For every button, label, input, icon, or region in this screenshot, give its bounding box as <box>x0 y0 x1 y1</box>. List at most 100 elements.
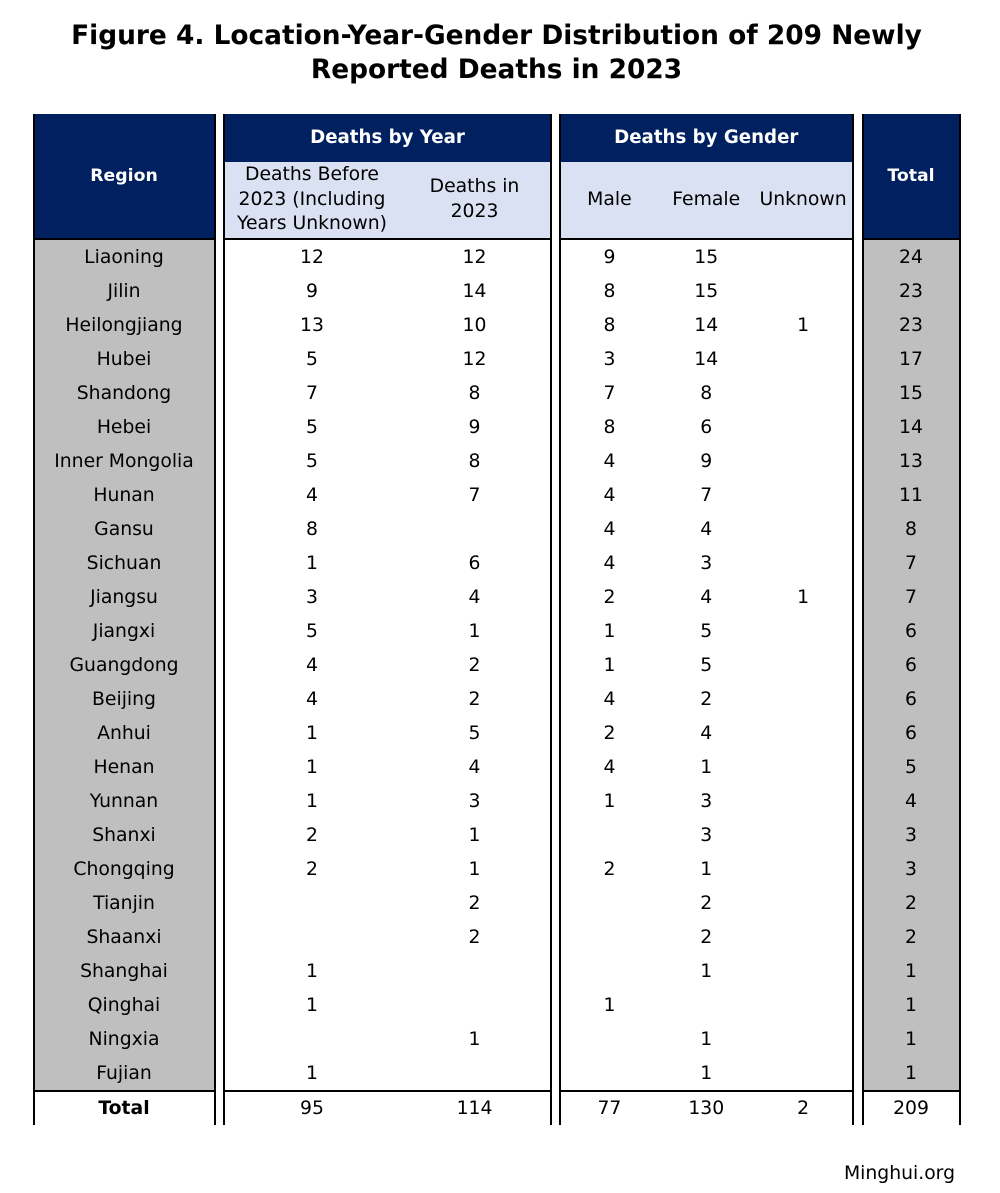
cell-region: Guangdong <box>69 654 179 676</box>
total-divider <box>225 1090 550 1092</box>
table-section-deaths-by-year: Deaths by Year Deaths Before 2023 (Inclu… <box>223 113 552 1125</box>
cell-region: Inner Mongolia <box>54 450 194 472</box>
cell-female: 1 <box>700 1062 713 1084</box>
cell-total: 1 <box>905 1062 917 1084</box>
total-row-deaths-by-year: 95 114 <box>225 1092 550 1125</box>
header-divider <box>225 238 550 240</box>
cell-total: 3 <box>905 824 917 846</box>
deaths-by-year-body: 12 12 9 14 13 10 5 12 7 8 5 9 5 8 4 <box>225 240 550 1090</box>
total-body: 24 23 23 17 15 14 13 11 8 7 7 6 <box>863 240 959 1090</box>
cell-deaths-before-2023: 4 <box>306 484 318 506</box>
table-section-region: Region Liaoning Jilin Heilongjiang Hubei… <box>32 113 216 1125</box>
cell-female: 1 <box>700 858 713 880</box>
cell-male: 4 <box>603 484 616 506</box>
total-row-region: Total <box>34 1092 214 1125</box>
total-male: 77 <box>597 1097 622 1119</box>
cell-deaths-before-2023: 13 <box>300 314 324 336</box>
cell-total: 6 <box>905 620 917 642</box>
cell-deaths-before-2023: 3 <box>306 586 318 608</box>
cell-total: 15 <box>899 382 923 404</box>
cell-deaths-in-2023: 2 <box>468 654 481 676</box>
cell-deaths-in-2023: 1 <box>468 824 481 846</box>
cell-total: 17 <box>899 348 923 370</box>
cell-total: 7 <box>905 552 917 574</box>
cell-female: 8 <box>700 382 713 404</box>
cell-deaths-in-2023: 9 <box>468 416 481 438</box>
cell-deaths-before-2023: 2 <box>306 858 318 880</box>
cell-deaths-in-2023: 8 <box>468 450 481 472</box>
cell-female: 5 <box>700 620 713 642</box>
cell-deaths-in-2023: 2 <box>468 688 481 710</box>
cell-male: 4 <box>603 756 616 778</box>
cell-deaths-before-2023: 9 <box>306 280 318 302</box>
cell-deaths-before-2023: 1 <box>306 756 318 778</box>
cell-female: 3 <box>700 552 713 574</box>
cell-male: 9 <box>603 246 616 268</box>
cell-deaths-before-2023: 4 <box>306 654 318 676</box>
cell-region: Beijing <box>92 688 156 710</box>
cell-female: 2 <box>700 892 713 914</box>
region-body: Liaoning Jilin Heilongjiang Hubei Shando… <box>34 240 214 1090</box>
cell-male: 4 <box>603 450 616 472</box>
cell-male: 8 <box>603 280 616 302</box>
cell-male: 4 <box>603 688 616 710</box>
cell-female: 2 <box>700 688 713 710</box>
cell-region: Liaoning <box>84 246 164 268</box>
cell-female: 15 <box>694 280 719 302</box>
cell-total: 1 <box>905 1028 917 1050</box>
cell-region: Shandong <box>76 382 172 404</box>
cell-deaths-in-2023: 12 <box>462 246 487 268</box>
cell-deaths-in-2023: 12 <box>462 348 487 370</box>
deaths-by-year-header: Deaths by Year <box>225 113 550 162</box>
cell-male: 3 <box>603 348 616 370</box>
cell-total: 6 <box>905 688 917 710</box>
cell-region: Sichuan <box>86 552 162 574</box>
cell-deaths-before-2023: 1 <box>306 790 318 812</box>
total-row-label: Total <box>98 1097 150 1119</box>
cell-total: 23 <box>899 314 923 336</box>
cell-total: 7 <box>905 586 917 608</box>
cell-deaths-before-2023: 2 <box>306 824 318 846</box>
cell-deaths-before-2023: 1 <box>306 994 318 1016</box>
cell-total: 6 <box>905 654 917 676</box>
cell-total: 23 <box>899 280 923 302</box>
total-row-deaths-by-gender: 77 130 2 <box>561 1092 852 1125</box>
column-header-unknown: Unknown <box>759 188 847 210</box>
table-section-total: Total 24 23 23 17 15 14 13 11 8 7 <box>861 113 961 1125</box>
cell-deaths-in-2023: 7 <box>468 484 481 506</box>
cell-male: 2 <box>603 586 616 608</box>
cell-female: 5 <box>700 654 713 676</box>
cell-region: Jilin <box>107 280 141 302</box>
cell-total: 3 <box>905 858 917 880</box>
cell-region: Jiangsu <box>90 586 158 608</box>
deaths-by-year-subheader: Deaths Before 2023 (Including Years Unkn… <box>225 161 550 238</box>
cell-deaths-before-2023: 5 <box>306 450 318 472</box>
cell-region: Hunan <box>93 484 155 506</box>
cell-female: 4 <box>700 518 713 540</box>
cell-male: 1 <box>603 654 616 676</box>
cell-deaths-in-2023: 1 <box>468 1028 481 1050</box>
cell-deaths-in-2023: 1 <box>468 858 481 880</box>
cell-region: Qinghai <box>87 994 161 1016</box>
cell-female: 7 <box>700 484 713 506</box>
total-unknown: 2 <box>797 1097 810 1119</box>
cell-deaths-before-2023: 5 <box>306 620 318 642</box>
cell-female: 4 <box>700 586 713 608</box>
total-divider <box>34 1090 214 1092</box>
cell-deaths-in-2023: 2 <box>468 926 481 948</box>
cell-deaths-in-2023: 2 <box>468 892 481 914</box>
cell-deaths-before-2023: 1 <box>306 722 318 744</box>
cell-deaths-before-2023: 1 <box>306 1062 318 1084</box>
cell-male: 4 <box>603 518 616 540</box>
cell-male: 4 <box>603 552 616 574</box>
column-header-female: Female <box>672 188 741 210</box>
cell-deaths-in-2023: 10 <box>462 314 487 336</box>
cell-deaths-before-2023: 1 <box>306 960 318 982</box>
cell-region: Shanghai <box>80 960 168 982</box>
source-attribution: Minghui.org <box>843 1162 955 1184</box>
cell-region: Hubei <box>96 348 152 370</box>
cell-deaths-before-2023: 4 <box>306 688 318 710</box>
cell-total: 2 <box>905 892 917 914</box>
cell-female: 4 <box>700 722 713 744</box>
cell-total: 24 <box>899 246 923 268</box>
